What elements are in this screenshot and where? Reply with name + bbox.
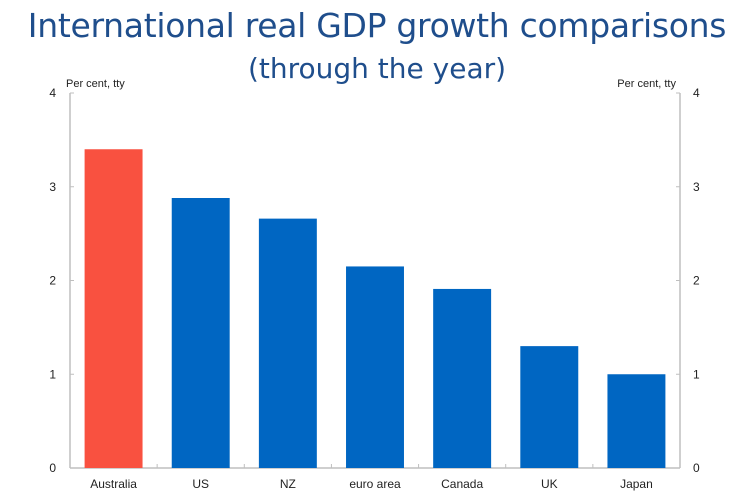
left-axis-unit-label: Per cent, tty	[66, 78, 125, 90]
x-tick-label: NZ	[280, 477, 296, 491]
chart-subtitle: (through the year)	[247, 52, 507, 85]
bar-nz	[258, 218, 317, 468]
bar-us	[171, 198, 230, 468]
right-y-tick-label: 1	[693, 367, 700, 381]
left-y-tick-label: 1	[49, 367, 56, 381]
labels: 0 0 1 1 2 2 3 3 4 4 Per cent, tty Per cent, tty Aust…	[49, 78, 700, 491]
left-y-tick-label: 2	[49, 274, 56, 288]
bar-uk	[520, 346, 579, 468]
x-tick-label: US	[192, 477, 209, 491]
bar-japan	[607, 374, 666, 468]
bars	[84, 149, 666, 468]
bar-euro-area	[346, 266, 404, 468]
x-tick-label: Canada	[441, 477, 483, 491]
x-tick-label: Japan	[620, 477, 653, 491]
right-y-tick-label: 0	[693, 461, 700, 475]
x-tick-label: Australia	[90, 477, 137, 491]
bar-canada	[433, 288, 492, 468]
right-y-tick-label: 3	[693, 180, 700, 194]
left-y-tick-label: 4	[49, 86, 56, 100]
right-y-tick-label: 2	[693, 274, 700, 288]
left-y-tick-label: 0	[49, 461, 56, 475]
right-y-tick-label: 4	[693, 86, 700, 100]
left-y-tick-label: 3	[49, 180, 56, 194]
x-tick-label: euro area	[349, 477, 401, 491]
x-tick-label: UK	[541, 477, 558, 491]
right-axis-unit-label: Per cent, tty	[617, 78, 676, 90]
bar-australia	[84, 149, 143, 468]
chart-title: International real GDP growth comparison…	[27, 6, 727, 45]
